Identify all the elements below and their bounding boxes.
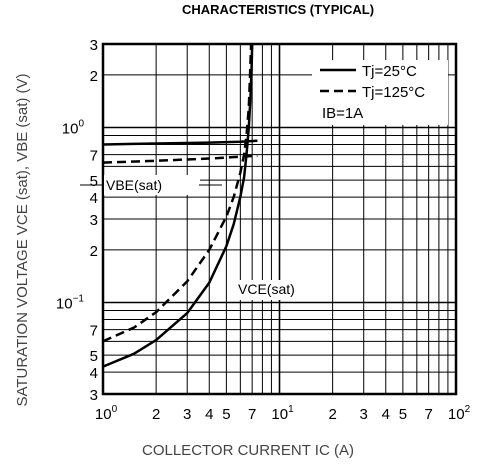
series-line-3 [102, 43, 253, 343]
y-tick-label: 2 [90, 68, 98, 85]
x-tick-label: 100 [95, 404, 118, 423]
x-tick-label: 5 [399, 406, 407, 423]
y-tick-label: 3 [90, 37, 98, 54]
series-line-0 [102, 139, 258, 146]
y-tick-label: 5 [90, 348, 98, 365]
chart-title: CHARACTERISTICS (TYPICAL) [182, 2, 374, 17]
series-line-1 [102, 154, 258, 164]
y-tick-label: 3 [90, 387, 98, 404]
vbe-label-background [104, 175, 200, 195]
legend-entry-125c: Tj=125°C [362, 84, 425, 101]
x-tick-labels: 100 2 3 4 5 7 101 2 3 4 5 7 102 [95, 404, 471, 423]
y-tick-label: 3 [90, 212, 98, 229]
y-axis-label: SATURATION VOLTAGE VCE (sat), VBE (sat) … [14, 73, 31, 406]
y-tick-label: 4 [90, 365, 98, 382]
x-axis-label: COLLECTOR CURRENT IC (A) [142, 442, 354, 459]
y-tick-label: 4 [90, 190, 98, 207]
x-tick-label: 101 [271, 404, 294, 423]
y-tick-label: 10−1 [56, 293, 85, 312]
legend-entry-25c: Tj=25°C [362, 63, 417, 80]
x-tick-label: 7 [424, 406, 432, 423]
x-tick-label: 2 [152, 406, 160, 423]
x-tick-label: 4 [205, 406, 213, 423]
legend: Tj=25°C Tj=125°C IB=1A [312, 60, 448, 125]
y-tick-label: 7 [90, 323, 98, 340]
y-tick-label: 7 [90, 148, 98, 165]
x-tick-label: 2 [328, 406, 336, 423]
y-tick-label: 5 [90, 173, 98, 190]
x-tick-label: 3 [183, 406, 191, 423]
x-tick-label: 3 [360, 406, 368, 423]
x-tick-label: 7 [248, 406, 256, 423]
y-tick-label: 2 [90, 243, 98, 260]
x-tick-label: 102 [448, 404, 471, 423]
vce-sat-label: VCE(sat) [238, 281, 295, 297]
series-line-2 [102, 43, 254, 368]
plot-frame [101, 42, 458, 396]
x-tick-label: 4 [382, 406, 390, 423]
vce-label-background [236, 280, 314, 300]
y-tick-label: 100 [62, 118, 85, 137]
series-layer [102, 43, 258, 368]
x-tick-label: 5 [222, 406, 230, 423]
vbe-sat-label: VBE(sat) [106, 177, 162, 193]
legend-condition: IB=1A [322, 105, 363, 122]
